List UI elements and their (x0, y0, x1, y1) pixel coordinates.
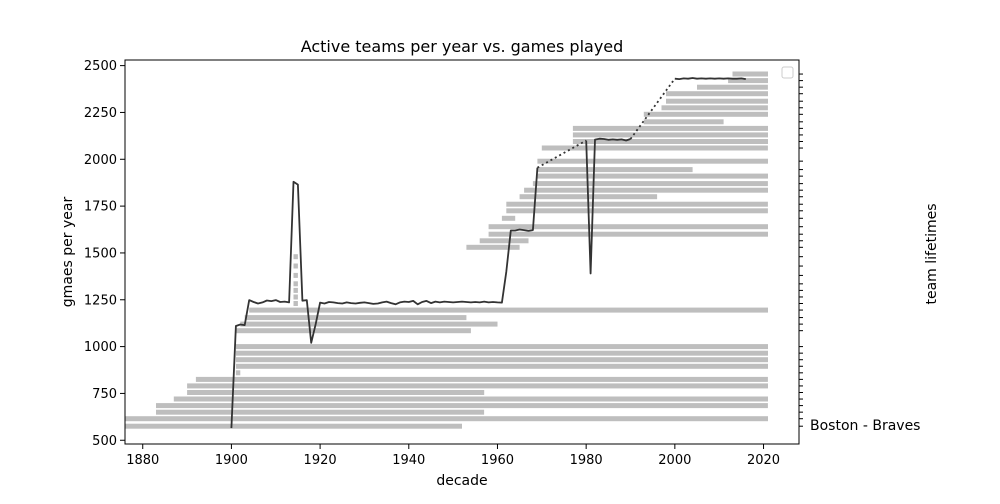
y-tick-label-2250: 2250 (84, 106, 117, 121)
team-lifetime-bar-12 (235, 344, 768, 350)
team-lifetime-bar-19 (293, 287, 298, 293)
right-tick-label: Boston - Braves (810, 418, 920, 434)
games-line-solid-0 (230, 167, 539, 429)
team-lifetime-bar-21 (293, 272, 298, 278)
team-lifetime-bar-46 (697, 84, 768, 90)
team-lifetime-bar-17 (293, 301, 298, 306)
team-lifetime-bar-23 (293, 254, 298, 260)
team-lifetime-bar-15 (244, 315, 467, 321)
y-tick-label-2500: 2500 (84, 59, 117, 74)
team-lifetime-bar-38 (572, 139, 768, 144)
games-line-solid-2 (674, 77, 746, 80)
team-lifetime-bar-14 (240, 321, 498, 327)
team-lifetime-bar-24 (466, 244, 520, 250)
team-lifetime-bar-8 (235, 370, 241, 376)
team-lifetime-bar-43 (661, 105, 768, 111)
team-lifetime-bar-6 (187, 383, 769, 389)
team-lifetime-bar-27 (488, 224, 768, 230)
team-lifetime-bar-44 (666, 98, 768, 104)
games-per-year-line (230, 77, 746, 429)
team-lifetime-bar-34 (537, 173, 768, 179)
team-lifetime-bar-33 (532, 181, 768, 187)
y-axis: 500 750 1000 1250 1500 1750 2000 2250 2500 (84, 59, 125, 449)
x-tick-label-1880: 1880 (126, 453, 159, 468)
x-axis-label: decade (436, 473, 487, 489)
team-lifetime-bar-47 (728, 78, 768, 84)
team-lifetime-bar-48 (732, 71, 768, 77)
y-tick-label-1500: 1500 (84, 246, 117, 261)
x-tick-label-2000: 2000 (658, 453, 691, 468)
y-axis-label: gmaes per year (60, 197, 76, 308)
games-line-dotted-0 (536, 139, 587, 169)
chart-title: Active teams per year vs. games played (301, 37, 624, 56)
team-lifetime-bar-37 (541, 145, 768, 151)
x-tick-label-1940: 1940 (392, 453, 425, 468)
team-lifetime-bar-26 (488, 231, 768, 237)
team-lifetime-bar-18 (293, 294, 298, 300)
team-lifetime-bar-1 (125, 416, 768, 422)
team-lifetime-bar-7 (195, 376, 768, 382)
y-tick-label-2000: 2000 (84, 153, 117, 168)
x-tick-label-2020: 2020 (747, 453, 780, 468)
y-tick-label-750: 750 (92, 387, 117, 402)
team-lifetime-bar-41 (643, 119, 724, 125)
team-lifetime-bars (125, 71, 769, 429)
team-lifetime-bar-29 (506, 208, 768, 214)
team-lifetime-bar-10 (235, 357, 768, 363)
team-lifetime-bar-4 (173, 396, 769, 402)
team-lifetime-bar-30 (506, 201, 768, 207)
team-lifetime-bar-5 (187, 390, 485, 395)
legend-box (781, 66, 794, 79)
x-axis: 1880 1900 1920 1940 1960 1980 2000 2020 (126, 444, 780, 468)
team-lifetime-bar-32 (524, 187, 768, 193)
x-tick-label-1900: 1900 (215, 453, 248, 468)
team-lifetime-bar-28 (501, 215, 516, 221)
team-lifetime-bar-11 (235, 350, 768, 356)
team-lifetime-bar-3 (156, 403, 768, 409)
x-tick-label-1980: 1980 (570, 453, 603, 468)
team-lifetime-bar-39 (572, 132, 768, 138)
team-lifetime-bar-22 (293, 263, 298, 269)
right-axis-label: team lifetimes (924, 203, 940, 304)
team-lifetime-bar-2 (156, 409, 485, 415)
team-lifetime-bar-9 (235, 363, 768, 369)
team-lifetime-bar-45 (666, 91, 768, 97)
team-lifetime-bar-42 (643, 111, 768, 117)
team-lifetime-bar-36 (537, 158, 768, 164)
team-lifetime-bar-16 (249, 307, 768, 313)
x-tick-label-1960: 1960 (481, 453, 514, 468)
team-lifetime-bar-0 (125, 423, 462, 429)
team-lifetime-bar-13 (235, 328, 471, 334)
team-lifetime-bar-20 (293, 281, 298, 287)
x-tick-label-1920: 1920 (304, 453, 337, 468)
games-line-solid-1 (585, 137, 631, 275)
team-lifetime-bar-35 (537, 167, 693, 173)
y-tick-label-1250: 1250 (84, 293, 117, 308)
y-tick-label-1750: 1750 (84, 200, 117, 215)
team-lifetime-bar-40 (572, 125, 768, 131)
plot-frame (124, 59, 800, 445)
right-axis (799, 73, 803, 427)
y-tick-label-1000: 1000 (84, 340, 117, 355)
team-lifetime-bar-25 (479, 238, 529, 244)
y-tick-label-500: 500 (92, 434, 117, 449)
